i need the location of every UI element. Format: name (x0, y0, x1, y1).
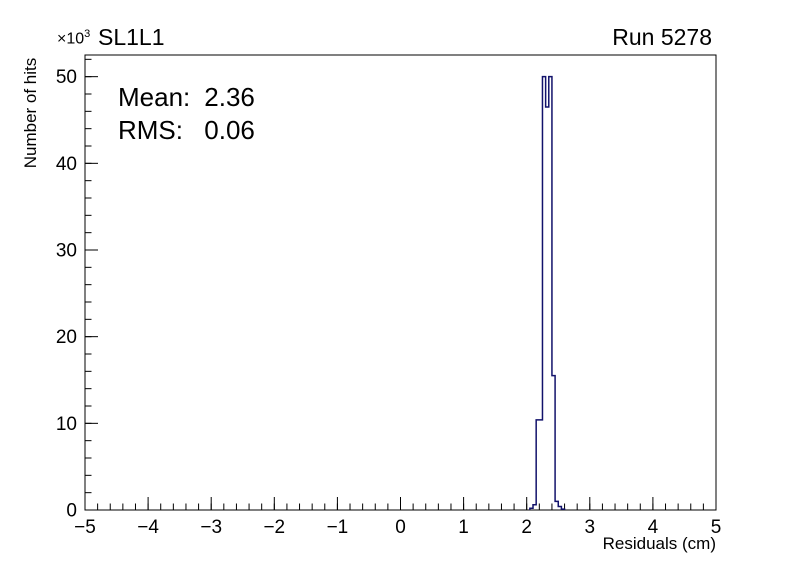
y-axis-title: Number of hits (21, 57, 40, 169)
mean-value: 2.36 (204, 82, 255, 112)
y-axis-scale-factor: ×103 (57, 28, 90, 48)
svg-text:20: 20 (56, 327, 77, 348)
svg-text:0: 0 (66, 501, 77, 522)
svg-text:−5: −5 (74, 517, 96, 538)
rms-value: 0.06 (204, 115, 255, 145)
chart-title: SL1L1 (98, 24, 165, 50)
svg-text:2: 2 (521, 517, 532, 538)
scale-exponent: 3 (84, 28, 91, 40)
svg-text:50: 50 (56, 67, 77, 88)
scale-base: ×10 (57, 30, 85, 48)
svg-text:1: 1 (458, 517, 469, 538)
rms-label: RMS: (118, 115, 183, 145)
svg-text:40: 40 (56, 154, 77, 175)
svg-text:3: 3 (585, 517, 596, 538)
svg-text:−1: −1 (327, 517, 349, 538)
svg-text:10: 10 (56, 414, 77, 435)
svg-text:−2: −2 (263, 517, 285, 538)
svg-text:−4: −4 (137, 517, 159, 538)
svg-text:4: 4 (648, 517, 659, 538)
svg-text:30: 30 (56, 241, 77, 262)
svg-text:5: 5 (711, 517, 722, 538)
x-axis-title: Residuals (cm) (602, 534, 716, 553)
svg-text:0: 0 (395, 517, 406, 538)
mean-label: Mean: (118, 82, 191, 112)
svg-text:−3: −3 (200, 517, 222, 538)
run-number-label: Run 5278 (612, 24, 712, 50)
stats-box: Mean: 2.36 RMS: 0.06 (118, 82, 255, 146)
